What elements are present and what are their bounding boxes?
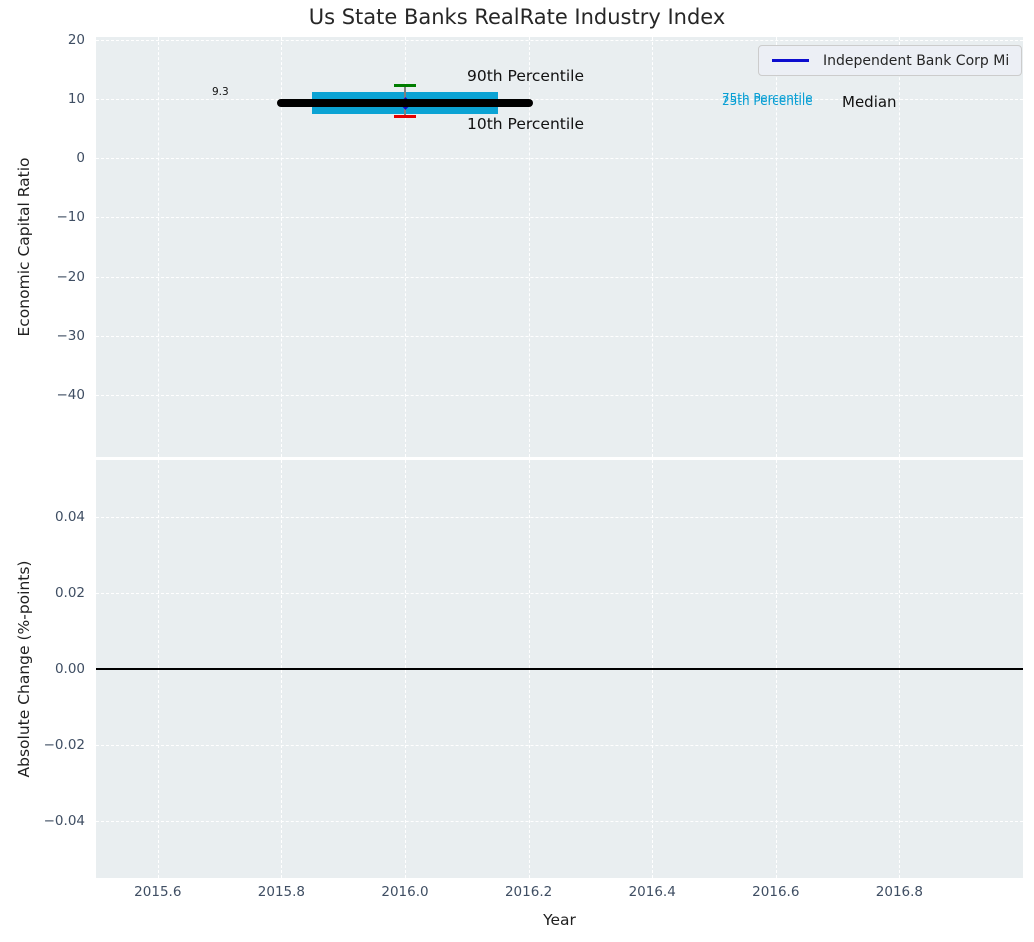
x-gridline <box>899 37 901 457</box>
p90-annotation: 90th Percentile <box>467 67 585 85</box>
y-gridline <box>96 335 1023 337</box>
median-annotation: Median <box>842 93 897 111</box>
y-tick-label: −0.04 <box>43 813 85 829</box>
p90-cap <box>394 84 416 87</box>
x-tick-label: 2016.0 <box>381 884 429 900</box>
zero-line <box>96 668 1023 670</box>
y-tick-label: −10 <box>56 209 86 226</box>
y-gridline <box>96 99 1023 101</box>
y-gridline <box>96 217 1023 219</box>
x-tick-label: 2016.4 <box>628 884 676 900</box>
x-axis-label: Year <box>543 911 576 929</box>
y-gridline <box>96 39 1023 41</box>
p10-cap <box>394 115 416 119</box>
y-tick-label: −30 <box>56 327 86 344</box>
y-tick-label: 10 <box>67 91 85 108</box>
x-gridline <box>157 37 159 457</box>
x-tick-label: 2015.6 <box>134 884 182 900</box>
p25-annotation: 25th Percentile <box>722 94 813 108</box>
x-tick-label: 2015.8 <box>257 884 306 900</box>
top-plot: 90th Percentile 10th Percentile 9.3 75th… <box>96 37 1023 457</box>
x-gridline <box>528 37 530 457</box>
y-tick-label: −40 <box>56 386 86 403</box>
x-tick-label: 2016.6 <box>752 884 800 900</box>
legend-label: Independent Bank Corp Mi <box>823 52 1010 69</box>
y-gridline <box>96 745 1023 746</box>
x-gridline <box>775 37 777 457</box>
x-tick-label: 2016.2 <box>504 884 553 900</box>
y-tick-label: −0.02 <box>43 737 85 753</box>
y-tick-label: 0.02 <box>54 585 85 601</box>
y-gridline <box>96 276 1023 278</box>
chart-title: Us State Banks RealRate Industry Index <box>308 5 726 29</box>
legend-line-sample <box>772 59 809 62</box>
p10-annotation: 10th Percentile <box>467 115 585 133</box>
y-gridline <box>96 517 1023 518</box>
median-line <box>277 99 533 108</box>
y-tick-label: 20 <box>67 31 85 48</box>
y-tick-label: 0 <box>76 150 85 167</box>
y-gridline <box>96 158 1023 160</box>
x-gridline <box>405 37 406 457</box>
x-gridline <box>652 37 654 457</box>
y-gridline <box>96 593 1023 594</box>
legend-box: Independent Bank Corp Mi <box>758 45 1022 76</box>
x-tick-label: 2016.8 <box>875 884 924 900</box>
y-tick-label: 0.00 <box>54 661 85 677</box>
y-gridline <box>96 821 1023 822</box>
y-tick-label: 0.04 <box>54 509 85 525</box>
y-tick-label: −20 <box>56 268 86 285</box>
median-value-annotation: 9.3 <box>212 86 229 98</box>
y-gridline <box>96 394 1023 396</box>
bottom-plot <box>96 460 1023 878</box>
p75-annotation: 75th Percentile <box>722 91 813 105</box>
x-gridline <box>281 37 283 457</box>
